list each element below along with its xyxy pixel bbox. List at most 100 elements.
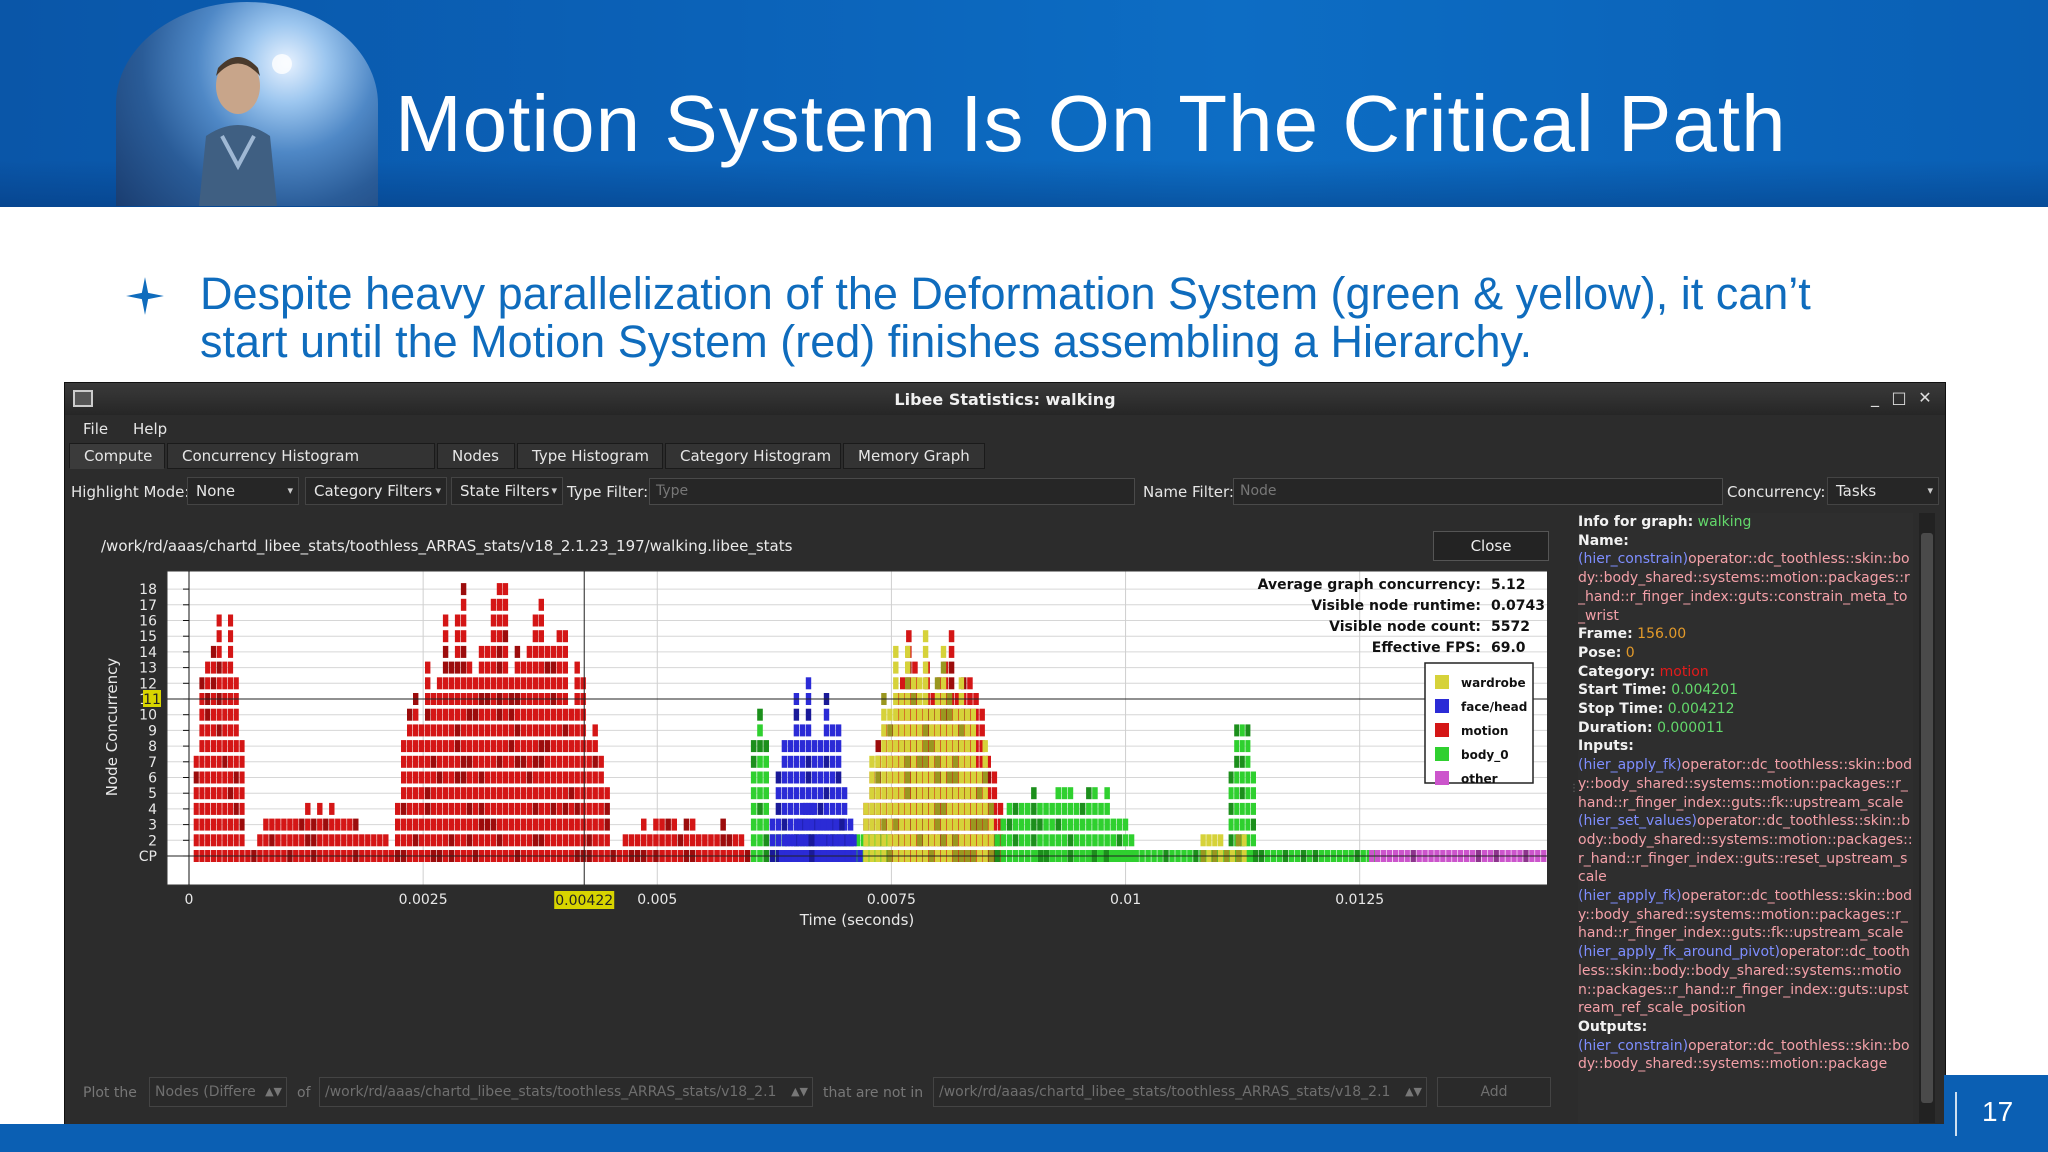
bar-segment-wardrobe	[899, 724, 905, 737]
bar-segment-motion	[460, 834, 467, 847]
bar-segment-motion	[592, 787, 598, 800]
bar-segment-body_0	[1239, 771, 1245, 784]
bar-segment-motion	[323, 818, 329, 831]
maximize-button[interactable]: □	[1891, 388, 1907, 407]
concurrency-combo[interactable]: Tasks ▾	[1827, 477, 1939, 505]
highlight-mode-combo[interactable]: None ▾	[187, 477, 299, 505]
bar-segment-motion	[448, 787, 455, 800]
bar-segment-motion	[574, 661, 580, 674]
state-filters-combo[interactable]: State Filters ▾	[451, 477, 563, 505]
info-input-tag[interactable]: (hier_apply_fk_around_pivot)	[1578, 944, 1780, 961]
stats-path-combo-b[interactable]: /work/rd/aaas/chartd_libee_stats/toothle…	[933, 1077, 1427, 1107]
bar-segment-motion	[466, 755, 473, 768]
info-scrollbar[interactable]	[1919, 513, 1935, 1123]
bar-segment-motion	[490, 630, 497, 643]
bar-segment-wardrobe	[893, 661, 899, 674]
name-filter-input[interactable]: Node	[1233, 478, 1723, 505]
cursor-lines	[167, 571, 1547, 885]
tab-nodes[interactable]: Nodes	[437, 443, 515, 469]
bar-segment-wardrobe	[976, 802, 982, 815]
bar-segment-wardrobe	[922, 630, 929, 643]
scrollbar-thumb[interactable]	[1921, 533, 1933, 1103]
bar-segment-motion	[228, 755, 234, 768]
window-titlebar[interactable]: Libee Statistics: walking _ □ ✕	[65, 383, 1945, 415]
info-name-entry: (hier_constrain)operator::dc_toothless::…	[1578, 550, 1913, 625]
splitter-handle[interactable]: ⋮	[1569, 783, 1579, 794]
close-button[interactable]: Close	[1433, 531, 1549, 561]
bar-segment-motion	[460, 614, 467, 627]
bar-segment-face-head	[829, 724, 836, 737]
bullet-star-icon	[126, 277, 164, 315]
bar-segment-wardrobe	[922, 802, 929, 815]
bar-segment-motion	[430, 818, 437, 831]
cursor-y-highlight	[143, 690, 161, 707]
bar-segment-body_0	[854, 834, 861, 847]
bar-segment-motion	[544, 677, 550, 690]
type-filter-input[interactable]: Type	[649, 478, 1135, 505]
bar-segment-motion	[598, 818, 604, 831]
bar-segment-motion	[544, 834, 550, 847]
info-output-tag[interactable]: (hier_constrain)	[1578, 1037, 1689, 1054]
bar-segment-motion	[514, 661, 521, 674]
bar-segment-motion	[193, 787, 199, 800]
bar-segment-wardrobe	[934, 740, 941, 753]
minimize-button[interactable]: _	[1871, 388, 1879, 407]
bar-segment-motion	[520, 802, 527, 815]
bar-segment-motion	[526, 787, 533, 800]
tab-category-histogram[interactable]: Category Histogram	[665, 443, 841, 469]
info-input-tag[interactable]: (hier_apply_fk)	[1578, 888, 1682, 905]
bar-segment-motion	[216, 787, 222, 800]
menu-help[interactable]: Help	[133, 420, 168, 438]
info-input-tag[interactable]: (hier_set_values)	[1578, 813, 1697, 830]
bar-segment-motion	[683, 818, 690, 831]
bar-segment-motion	[973, 755, 979, 768]
bar-segment-motion	[472, 724, 479, 737]
bar-segment-motion	[478, 787, 485, 800]
bar-segment-wardrobe	[911, 724, 917, 737]
info-name-tag[interactable]: (hier_constrain)	[1578, 551, 1689, 568]
bar-segment-motion	[371, 834, 377, 847]
add-plot-button[interactable]: Add	[1437, 1077, 1551, 1107]
bar-segment-wardrobe	[982, 802, 988, 815]
bar-segment-motion	[502, 802, 509, 815]
plot-nodes-combo[interactable]: Nodes (Differe ▲▼	[149, 1077, 287, 1107]
bar-segment-motion	[472, 755, 479, 768]
bar-segment-wardrobe	[964, 818, 970, 831]
info-input-text: operator::dc_toothless::skin::body::body…	[1578, 944, 1910, 1017]
concurrency-chart[interactable]: CP2345678910111213141516171811 00.00250.…	[71, 513, 1571, 1073]
plot-area	[167, 571, 1547, 885]
bar-segment-wardrobe	[905, 755, 911, 768]
bar-segment-motion	[233, 740, 239, 753]
bar-segment-body_0	[750, 755, 757, 768]
tab-memory-graph[interactable]: Memory Graph	[843, 443, 985, 469]
bar-segment-body_0	[1245, 787, 1251, 800]
bar-segment-wardrobe	[887, 740, 893, 753]
bar-segment-motion	[556, 787, 562, 800]
tab-compute[interactable]: Compute	[69, 443, 165, 469]
bar-segment-motion	[472, 677, 479, 690]
bar-segment-motion	[216, 818, 222, 831]
info-pose-label: Pose:	[1578, 644, 1622, 661]
bar-segment-body_0	[1234, 724, 1240, 737]
visible-runtime-label: Visible node runtime:	[1311, 598, 1481, 614]
bar-segment-wardrobe	[893, 708, 899, 721]
tab-type-histogram[interactable]: Type Histogram	[517, 443, 663, 469]
stats-path-combo-a[interactable]: /work/rd/aaas/chartd_libee_stats/toothle…	[319, 1077, 813, 1107]
info-input-tag[interactable]: (hier_apply_fk)	[1578, 757, 1682, 774]
menu-file[interactable]: File	[83, 420, 109, 438]
bar-segment-face-head	[823, 740, 830, 753]
bar-segment-motion	[985, 834, 991, 847]
tab-concurrency-histogram[interactable]: Concurrency Histogram	[167, 443, 435, 469]
bar-segment-motion	[496, 740, 503, 753]
bar-segment-motion	[413, 834, 419, 847]
bar-segment-wardrobe	[982, 834, 988, 847]
bar-segment-motion	[496, 661, 503, 674]
bar-segment-motion	[466, 802, 473, 815]
libee-statistics-window: Libee Statistics: walking _ □ ✕ File Hel…	[64, 382, 1946, 1128]
close-window-button[interactable]: ✕	[1918, 388, 1932, 407]
bar-segment-face-head	[803, 834, 809, 847]
bar-segment-motion	[973, 708, 979, 721]
bar-segment-motion	[216, 724, 222, 737]
bar-segment-motion	[216, 740, 222, 753]
category-filters-combo[interactable]: Category Filters ▾	[305, 477, 447, 505]
